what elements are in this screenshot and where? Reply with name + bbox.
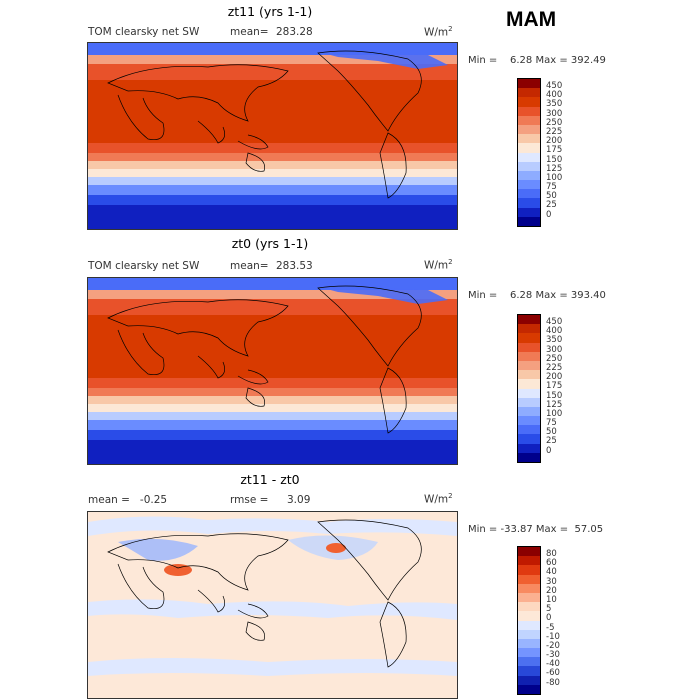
- panel-2-colorbar-ticks: 450 400 350 300 250 225 200 175 150 125 100 75 5…: [546, 317, 563, 456]
- panel-1-map: [87, 42, 458, 230]
- panel-3-units: W/m2: [424, 492, 453, 506]
- panel-2-mean-value: 283.53: [276, 260, 313, 272]
- panel-2-minmax: Min = 6.28 Max = 393.40: [468, 290, 606, 301]
- panel-2-units: W/m2: [424, 258, 453, 272]
- panel-1-title: zt11 (yrs 1-1): [227, 4, 313, 19]
- panel-3-title: zt11 - zt0: [240, 472, 300, 487]
- panel-1-mean-label: mean=: [230, 26, 269, 38]
- panel-2-mean-label: mean=: [230, 260, 269, 272]
- panel-2-map: [87, 277, 458, 465]
- panel-3-rmse-label: rmse =: [230, 494, 269, 506]
- panel-1-variable: TOM clearsky net SW: [88, 26, 200, 38]
- panel-3-minmax: Min = -33.87 Max = 57.05: [468, 524, 604, 535]
- panel-1-colorbar-ticks: 450 400 350 300 250 225 200 175 150 125 100 75 5…: [546, 81, 563, 220]
- panel-2-title: zt0 (yrs 1-1): [231, 236, 309, 251]
- panel-3-rmse-value: 3.09: [287, 494, 311, 506]
- panel-1-mean-value: 283.28: [276, 26, 313, 38]
- panel-2-variable: TOM clearsky net SW: [88, 260, 200, 272]
- panel-3-colorbar-ticks: 80 60 40 30 20 10 5 0 -5 -10 -20 -30 -40 -60 -80: [546, 549, 560, 688]
- season-label: MAM: [506, 8, 557, 31]
- panel-3-map: [87, 511, 458, 699]
- panel-3-colorbar: [517, 546, 541, 695]
- panel-1-units: W/m2: [424, 25, 453, 39]
- panel-3-mean: mean = -0.25: [88, 494, 168, 506]
- panel-1-minmax: Min = 6.28 Max = 392.49: [468, 55, 606, 66]
- panel-1-colorbar: [517, 78, 541, 227]
- panel-2-colorbar: [517, 314, 541, 463]
